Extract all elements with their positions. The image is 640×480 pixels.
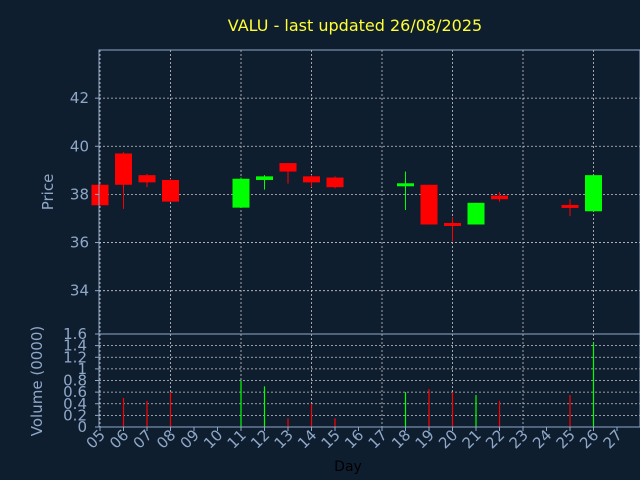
candle-body xyxy=(91,184,109,206)
price-y-tick-label: 42 xyxy=(70,89,89,107)
x-tick-label: 15 xyxy=(318,426,344,452)
candle-body xyxy=(162,179,179,202)
x-tick-label: 22 xyxy=(482,426,508,452)
x-tick-label: 12 xyxy=(247,426,273,452)
x-tick-label: 06 xyxy=(106,426,132,452)
price-y-axis-label: Price xyxy=(39,174,57,211)
volume-y-tick-label: 0.8 xyxy=(63,372,87,390)
candle-body xyxy=(397,183,414,187)
candle-body xyxy=(279,163,297,172)
x-tick-label: 10 xyxy=(200,426,226,452)
x-tick-label: 27 xyxy=(600,426,626,452)
candle-body xyxy=(303,176,320,183)
volume-y-tick-label: 0.2 xyxy=(63,406,87,424)
volume-y-tick-label: 0.6 xyxy=(63,383,87,401)
x-tick-label: 23 xyxy=(506,426,532,452)
x-tick-label: 18 xyxy=(388,426,414,452)
volume-y-axis-label: Volume (0000) xyxy=(28,326,46,436)
x-tick-label: 14 xyxy=(294,426,320,452)
volume-bars xyxy=(122,342,595,427)
x-tick-label: 19 xyxy=(412,426,438,452)
price-grid xyxy=(99,50,640,334)
volume-y-tick-label: 0 xyxy=(77,418,87,436)
price-y-tick-label: 34 xyxy=(70,282,89,300)
candle-body xyxy=(115,153,132,185)
price-y-ticks: 34 36 38 40 42 xyxy=(70,89,99,300)
x-tick-label: 24 xyxy=(529,426,555,452)
candle-body xyxy=(256,176,273,180)
volume-y-tick-label: 1.4 xyxy=(63,337,87,355)
candle-body xyxy=(491,195,508,200)
volume-grid xyxy=(99,333,640,428)
price-y-tick-label: 36 xyxy=(70,234,89,252)
price-panel-frame xyxy=(98,49,640,335)
volume-y-tick-label: 1 xyxy=(77,360,87,378)
price-y-tick-label: 38 xyxy=(70,185,89,203)
x-tick-label: 08 xyxy=(153,426,179,452)
candle-body xyxy=(585,175,602,212)
x-tick-label: 21 xyxy=(459,426,485,452)
x-tick-label: 25 xyxy=(553,426,579,452)
candle-body xyxy=(232,178,250,208)
price-candles xyxy=(91,152,602,242)
chart-title: VALU - last updated 26/08/2025 xyxy=(228,16,482,35)
candle-body xyxy=(138,175,156,183)
x-tick-label: 17 xyxy=(365,426,391,452)
volume-y-tick-label: 1.2 xyxy=(63,348,87,366)
candle-body xyxy=(444,222,461,226)
x-tick-label: 13 xyxy=(271,426,297,452)
volume-y-ticks: 00.20.40.60.811.21.41.6 xyxy=(63,325,99,436)
x-tick-label: 26 xyxy=(576,426,602,452)
x-tick-label: 07 xyxy=(130,426,156,452)
candle-body xyxy=(561,204,579,208)
candle-body xyxy=(467,202,485,225)
candle-body xyxy=(420,184,438,225)
x-tick-label: 11 xyxy=(224,426,250,452)
x-tick-label: 09 xyxy=(177,426,203,452)
x-tick-labels: 0506070809101112131415161718192021222324… xyxy=(83,426,626,452)
x-axis-label: Day xyxy=(334,459,362,475)
price-y-tick-label: 40 xyxy=(70,137,89,155)
volume-y-tick-label: 0.4 xyxy=(63,395,87,413)
candle-body xyxy=(326,177,344,188)
volume-panel-frame xyxy=(98,333,640,428)
volume-y-tick-label: 1.6 xyxy=(63,325,87,343)
x-tick-label: 16 xyxy=(341,426,367,452)
x-tick-label: 20 xyxy=(435,426,461,452)
